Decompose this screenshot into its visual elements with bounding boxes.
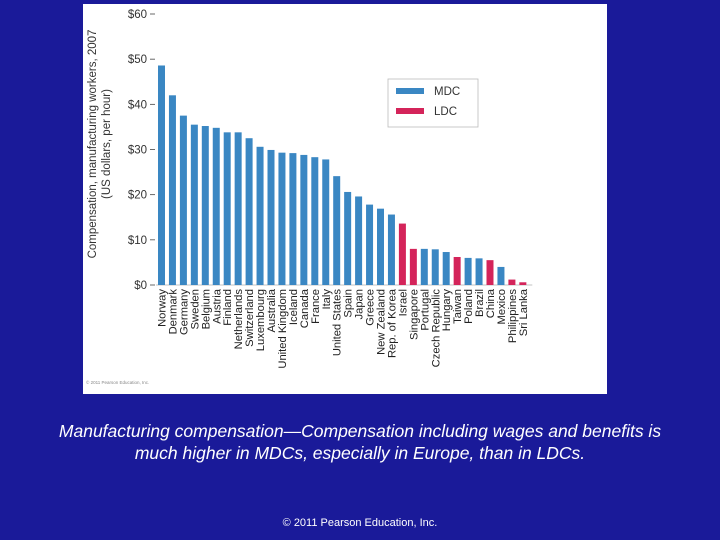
bar xyxy=(475,258,483,285)
x-category-label: Hungary xyxy=(441,289,453,332)
x-category-label: China xyxy=(485,288,497,318)
caption-line-1: Manufacturing compensation—Compensation … xyxy=(58,421,662,441)
footer-copyright: © 2011 Pearson Education, Inc. xyxy=(282,517,438,529)
legend-swatch xyxy=(396,108,424,114)
bar xyxy=(322,159,330,285)
bar xyxy=(212,127,220,285)
x-category-label: Philippines xyxy=(507,289,519,344)
bar xyxy=(355,196,363,285)
x-category-label: Brazil xyxy=(474,289,486,317)
bar xyxy=(387,214,395,285)
bar xyxy=(486,260,494,285)
bar xyxy=(344,191,352,285)
bar xyxy=(201,126,209,285)
x-category-label: Belgium xyxy=(200,289,212,329)
bar xyxy=(442,252,450,285)
x-category-label: Netherlands xyxy=(233,289,245,350)
y-tick-label: $30 xyxy=(128,145,147,157)
bar xyxy=(234,132,242,285)
bar xyxy=(278,152,286,285)
y-tick-label: $60 xyxy=(128,9,147,21)
bar xyxy=(409,248,417,285)
slide-caption: Manufacturing compensation—Compensation … xyxy=(0,420,720,464)
bar xyxy=(431,249,439,285)
bar-chart: $0 $10 $20 $30 $40 $50 $60 Compensation, manufa… xyxy=(86,9,533,385)
bar xyxy=(158,65,165,285)
bar xyxy=(179,115,187,285)
y-tick-label: $40 xyxy=(128,99,147,111)
bar xyxy=(453,256,461,285)
bar xyxy=(398,223,406,285)
bar xyxy=(333,176,341,285)
bar xyxy=(168,95,176,285)
bar xyxy=(223,132,231,285)
x-category-label: Australia xyxy=(266,288,278,332)
x-category-label: Italy xyxy=(321,289,333,310)
x-category-label: Norway xyxy=(157,289,169,327)
y-tick-label: $50 xyxy=(128,54,147,66)
bar xyxy=(190,124,198,286)
legend-label: MDC xyxy=(434,86,460,98)
x-category-label: Sweden xyxy=(189,289,201,329)
bar xyxy=(519,282,527,285)
bar xyxy=(420,248,428,285)
x-category-label: Greece xyxy=(365,289,377,326)
x-category-label: Luxembourg xyxy=(255,289,267,351)
bar xyxy=(508,279,516,285)
bar xyxy=(311,157,319,285)
x-category-label: Israel xyxy=(397,289,409,316)
x-category-label: Finland xyxy=(222,289,234,326)
x-category-label: Sri Lanka xyxy=(518,288,530,336)
bar xyxy=(464,257,472,285)
y-tick-label: $0 xyxy=(134,280,147,292)
x-category-label: Rep. of Korea xyxy=(386,288,398,358)
x-category-label: Germany xyxy=(178,289,190,335)
bar xyxy=(366,204,374,285)
bar xyxy=(245,138,253,285)
y-tick-label: $10 xyxy=(128,235,147,247)
y-tick-label: $20 xyxy=(128,190,147,202)
x-category-label: Czech Republic xyxy=(430,289,442,368)
chart-panel: $0 $10 $20 $30 $40 $50 $60 Compensation, manufa… xyxy=(83,4,607,394)
x-category-label: Austria xyxy=(211,288,223,324)
x-category-label: France xyxy=(310,289,322,324)
x-category-label: New Zealand xyxy=(376,289,388,355)
bar xyxy=(267,149,275,285)
x-category-label: Spain xyxy=(343,289,355,318)
x-category-label: Poland xyxy=(463,289,475,324)
bar xyxy=(377,208,384,285)
bar xyxy=(289,153,297,285)
x-category-label: United States xyxy=(332,289,344,357)
caption-line-2: much higher in MDCs, especially in Europ… xyxy=(134,443,586,463)
x-category-label: Switzerland xyxy=(244,289,256,347)
x-category-label: Iceland xyxy=(288,289,300,325)
bar xyxy=(300,154,308,285)
x-category-label: Taiwan xyxy=(452,289,464,324)
x-category-label: Portugal xyxy=(419,289,431,331)
legend-label: LDC xyxy=(434,106,457,118)
x-category-label: Mexico xyxy=(496,289,508,324)
x-category-label: Denmark xyxy=(167,289,179,335)
x-category-label: Singapore xyxy=(408,289,420,340)
source-note: © 2011 Pearson Education, Inc. xyxy=(86,379,149,385)
bar xyxy=(497,266,505,285)
bar xyxy=(256,146,264,285)
y-axis-title: Compensation, manufacturing workers, 200… xyxy=(87,30,113,259)
x-category-label: Japan xyxy=(354,289,366,319)
legend-swatch xyxy=(396,88,424,94)
x-category-label: Canada xyxy=(299,288,311,328)
legend-box xyxy=(387,78,479,128)
x-category-label: United Kingdom xyxy=(277,289,289,369)
